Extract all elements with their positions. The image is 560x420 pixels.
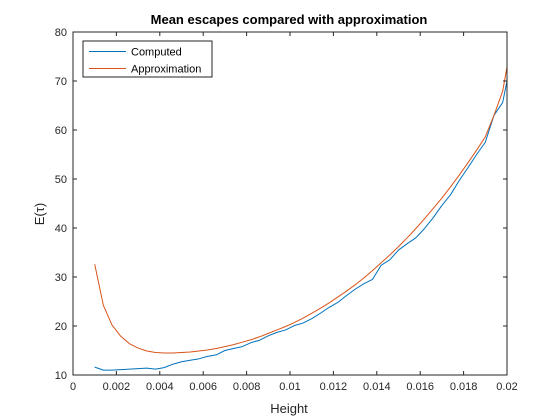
- y-axis-label: E(τ): [32, 203, 47, 225]
- legend: Computed Approximation: [82, 40, 213, 78]
- y-tick-label: 60: [55, 125, 67, 137]
- series-line-approximation: [94, 66, 508, 354]
- legend-box: [82, 40, 213, 78]
- x-tick-label: 0.018: [450, 381, 478, 393]
- y-tick-label: 30: [55, 272, 67, 284]
- y-tick-label: 50: [55, 174, 67, 186]
- x-axis-ticks: 0 0.002 0.004 0.006 0.008 0.01 0.012 0.014 0.016…: [70, 32, 518, 393]
- legend-label-computed: Computed: [131, 47, 182, 59]
- chart-title: Mean escapes compared with approximation: [151, 12, 428, 27]
- x-tick-label: 0.014: [363, 381, 391, 393]
- x-tick-label: 0.02: [496, 381, 517, 393]
- y-axis-ticks: 10 20 30 40 50 60 70 80: [55, 27, 507, 382]
- x-tick-label: 0: [70, 381, 76, 393]
- series-line-computed: [94, 80, 508, 371]
- plot-area: [73, 32, 507, 375]
- y-tick-label: 80: [55, 27, 67, 39]
- y-tick-label: 10: [55, 370, 67, 382]
- y-tick-label: 40: [55, 223, 67, 235]
- series-layer: [94, 66, 508, 371]
- x-tick-label: 0.016: [406, 381, 434, 393]
- x-tick-label: 0.01: [279, 381, 300, 393]
- x-tick-label: 0.008: [233, 381, 261, 393]
- x-axis-label: Height: [270, 401, 308, 416]
- x-tick-label: 0.002: [103, 381, 131, 393]
- x-tick-label: 0.004: [146, 381, 174, 393]
- x-tick-label: 0.006: [189, 381, 217, 393]
- legend-label-approximation: Approximation: [131, 64, 201, 76]
- y-tick-label: 70: [55, 76, 67, 88]
- x-tick-label: 0.012: [320, 381, 348, 393]
- y-tick-label: 20: [55, 321, 67, 333]
